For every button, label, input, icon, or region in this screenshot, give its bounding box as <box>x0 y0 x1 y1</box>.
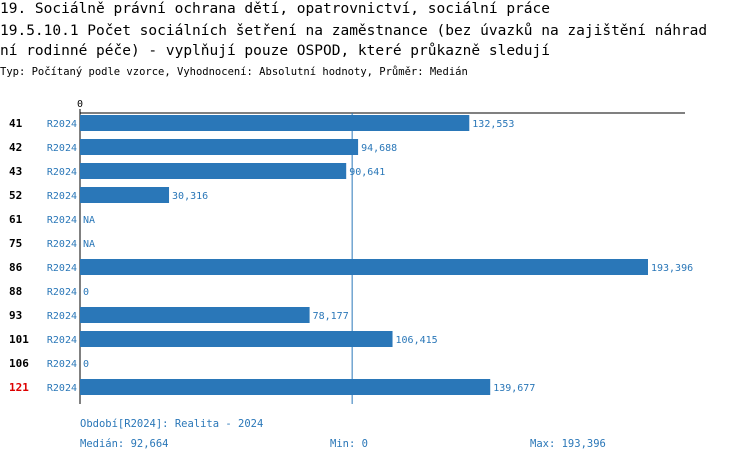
category-label: 121 <box>9 381 29 394</box>
data-label: 193,396 <box>651 263 693 274</box>
bar <box>80 139 359 155</box>
data-label: 106,415 <box>396 335 438 346</box>
bar <box>80 331 393 347</box>
category-label: 86 <box>9 261 23 274</box>
data-label: 94,688 <box>361 143 397 154</box>
series-label: R2024 <box>47 359 77 370</box>
bar-chart: 0 41 R2024 132,553 42 R2024 94,688 43 R2024 90,64… <box>9 99 693 404</box>
data-label: 30,316 <box>172 191 208 202</box>
bar <box>80 259 648 275</box>
data-label: 90,641 <box>349 167 385 178</box>
data-label: 0 <box>83 359 89 370</box>
bar <box>80 379 491 395</box>
category-label: 42 <box>9 141 22 154</box>
series-label: R2024 <box>47 191 77 202</box>
data-label: 0 <box>83 287 89 298</box>
chart-subtitle: Typ: Počítaný podle vzorce, Vyhodnocení:… <box>0 66 468 78</box>
category-label: 43 <box>9 165 22 178</box>
series-label: R2024 <box>47 335 77 346</box>
data-label: NA <box>83 215 95 226</box>
series-label: R2024 <box>47 383 77 394</box>
category-label: 75 <box>9 237 22 250</box>
period-note: Období[R2024]: Realita - 2024 <box>80 418 264 430</box>
series-label: R2024 <box>47 239 77 250</box>
page-title-line-1: 19. Sociálně právní ochrana dětí, opatro… <box>0 1 550 17</box>
max-note: Max: 193,396 <box>530 438 606 450</box>
category-label: 93 <box>9 309 22 322</box>
series-label: R2024 <box>47 263 77 274</box>
series-label: R2024 <box>47 119 77 130</box>
series-label: R2024 <box>47 167 77 178</box>
data-label: 139,677 <box>493 383 535 394</box>
bar <box>80 115 470 131</box>
data-label: 132,553 <box>472 119 514 130</box>
data-label: NA <box>83 239 95 250</box>
series-label: R2024 <box>47 287 77 298</box>
bar <box>80 187 170 203</box>
x-axis-zero-label: 0 <box>77 99 83 110</box>
category-label: 88 <box>9 285 22 298</box>
page-title-line-2: 19.5.10.1 Počet sociálních šetření na za… <box>0 23 708 39</box>
bar <box>80 307 310 323</box>
category-label: 52 <box>9 189 22 202</box>
median-note: Medián: 92,664 <box>80 438 169 450</box>
category-label: 41 <box>9 117 23 130</box>
min-note: Min: 0 <box>330 438 368 450</box>
category-label: 101 <box>9 333 29 346</box>
category-label: 61 <box>9 213 23 226</box>
category-label: 106 <box>9 357 29 370</box>
data-label: 78,177 <box>313 311 349 322</box>
series-label: R2024 <box>47 143 77 154</box>
page-title-line-3: ní rodinné péče) - vyplňují pouze OSPOD,… <box>0 43 550 59</box>
series-label: R2024 <box>47 311 77 322</box>
series-label: R2024 <box>47 215 77 226</box>
bar <box>80 163 347 179</box>
